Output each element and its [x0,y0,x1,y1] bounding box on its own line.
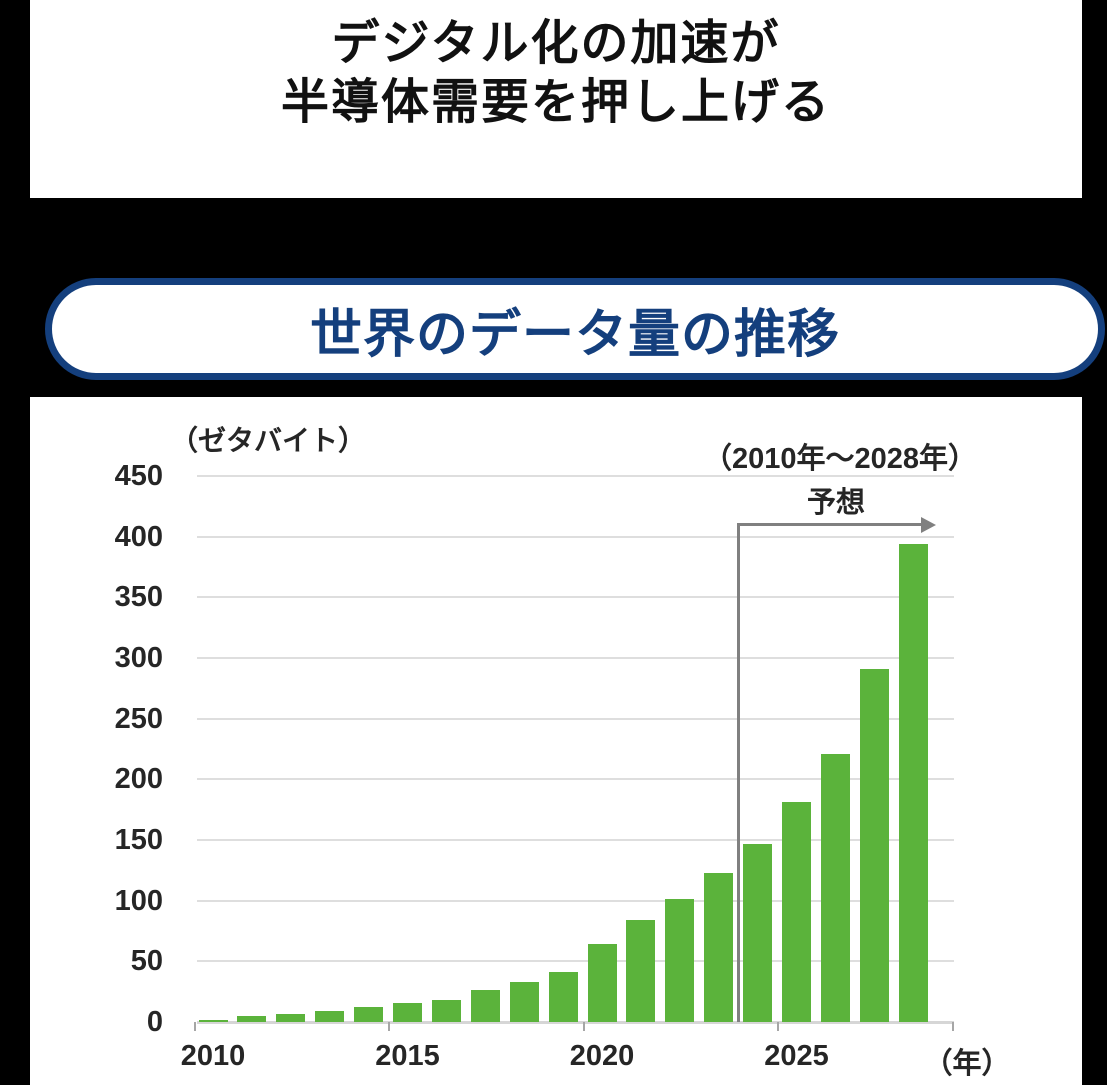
bar-2022 [665,899,695,1022]
bar-2013 [315,1011,345,1022]
forecast-arrow [737,523,921,526]
bar-2024 [743,843,773,1022]
gridline [197,535,954,538]
title-panel: デジタル化の加速が 半導体需要を押し上げる [30,0,1082,198]
y-axis-label: 150 [114,824,163,856]
bar-2019 [548,972,578,1022]
bar-2023 [704,872,734,1022]
x-axis-tick [193,1022,196,1031]
chart-panel: （ゼタバイト） （2010年～2028年） 予想 0 50 100 150 200 250… [30,397,1082,1085]
y-axis-label: 0 [146,1006,163,1038]
y-axis-unit-label: （ゼタバイト） [170,425,367,456]
y-axis-label: 350 [114,581,163,614]
x-axis-label: 2020 [569,1040,635,1072]
bar-2016 [431,1000,461,1022]
y-axis-label: 250 [114,702,163,735]
gridline [197,657,954,659]
x-axis-tick [388,1022,391,1031]
forecast-label: 予想 [806,487,866,519]
bar-2028 [898,543,928,1022]
bar-2021 [626,920,656,1022]
y-axis-label: 300 [114,642,163,674]
gridline [197,899,954,902]
y-axis-label: 450 [114,460,163,492]
x-axis-label: 2025 [764,1040,829,1072]
gridline [197,778,954,781]
bar-2026 [820,753,850,1022]
title-line-2: 半導体需要を押し上げる [280,76,831,129]
banner-label: 世界のデータ量の推移 [309,305,840,364]
gridline [197,717,954,720]
bar-2015 [393,1003,422,1022]
chart-range-label: （2010年～2028年） [702,443,978,475]
year-unit-label: （年） [923,1048,1011,1080]
gridline [197,475,954,477]
x-axis-tick [952,1022,954,1031]
section-banner: 世界のデータ量の推移 [45,278,1105,380]
x-axis-label: 2015 [375,1040,440,1072]
gridline [197,960,954,963]
title-line-1: デジタル化の加速が [331,17,781,70]
y-axis-label: 50 [130,945,163,978]
gridline [197,596,954,599]
y-axis-label: 400 [114,520,163,553]
bar-2025 [782,802,811,1022]
bar-2014 [354,1006,384,1022]
x-axis-tick [582,1022,585,1031]
bar-2018 [509,981,539,1022]
bar-2010 [198,1019,228,1022]
bar-2012 [276,1014,306,1022]
bar-2027 [859,668,889,1022]
gridline [197,839,954,841]
page-title: デジタル化の加速が 半導体需要を押し上げる [30,0,1082,132]
x-axis-label: 2010 [180,1040,246,1072]
bar-chart: （ゼタバイト） （2010年～2028年） 予想 0 50 100 150 200 250… [30,397,1082,1085]
x-axis-line [197,1021,954,1024]
y-axis-label: 200 [114,763,163,796]
y-axis-label: 100 [114,884,163,917]
arrow-head-icon [921,516,936,533]
bar-2011 [237,1015,267,1022]
bar-2017 [470,990,500,1022]
x-axis-tick [777,1022,780,1031]
bar-2020 [587,944,617,1022]
forecast-divider-line [737,523,741,1022]
